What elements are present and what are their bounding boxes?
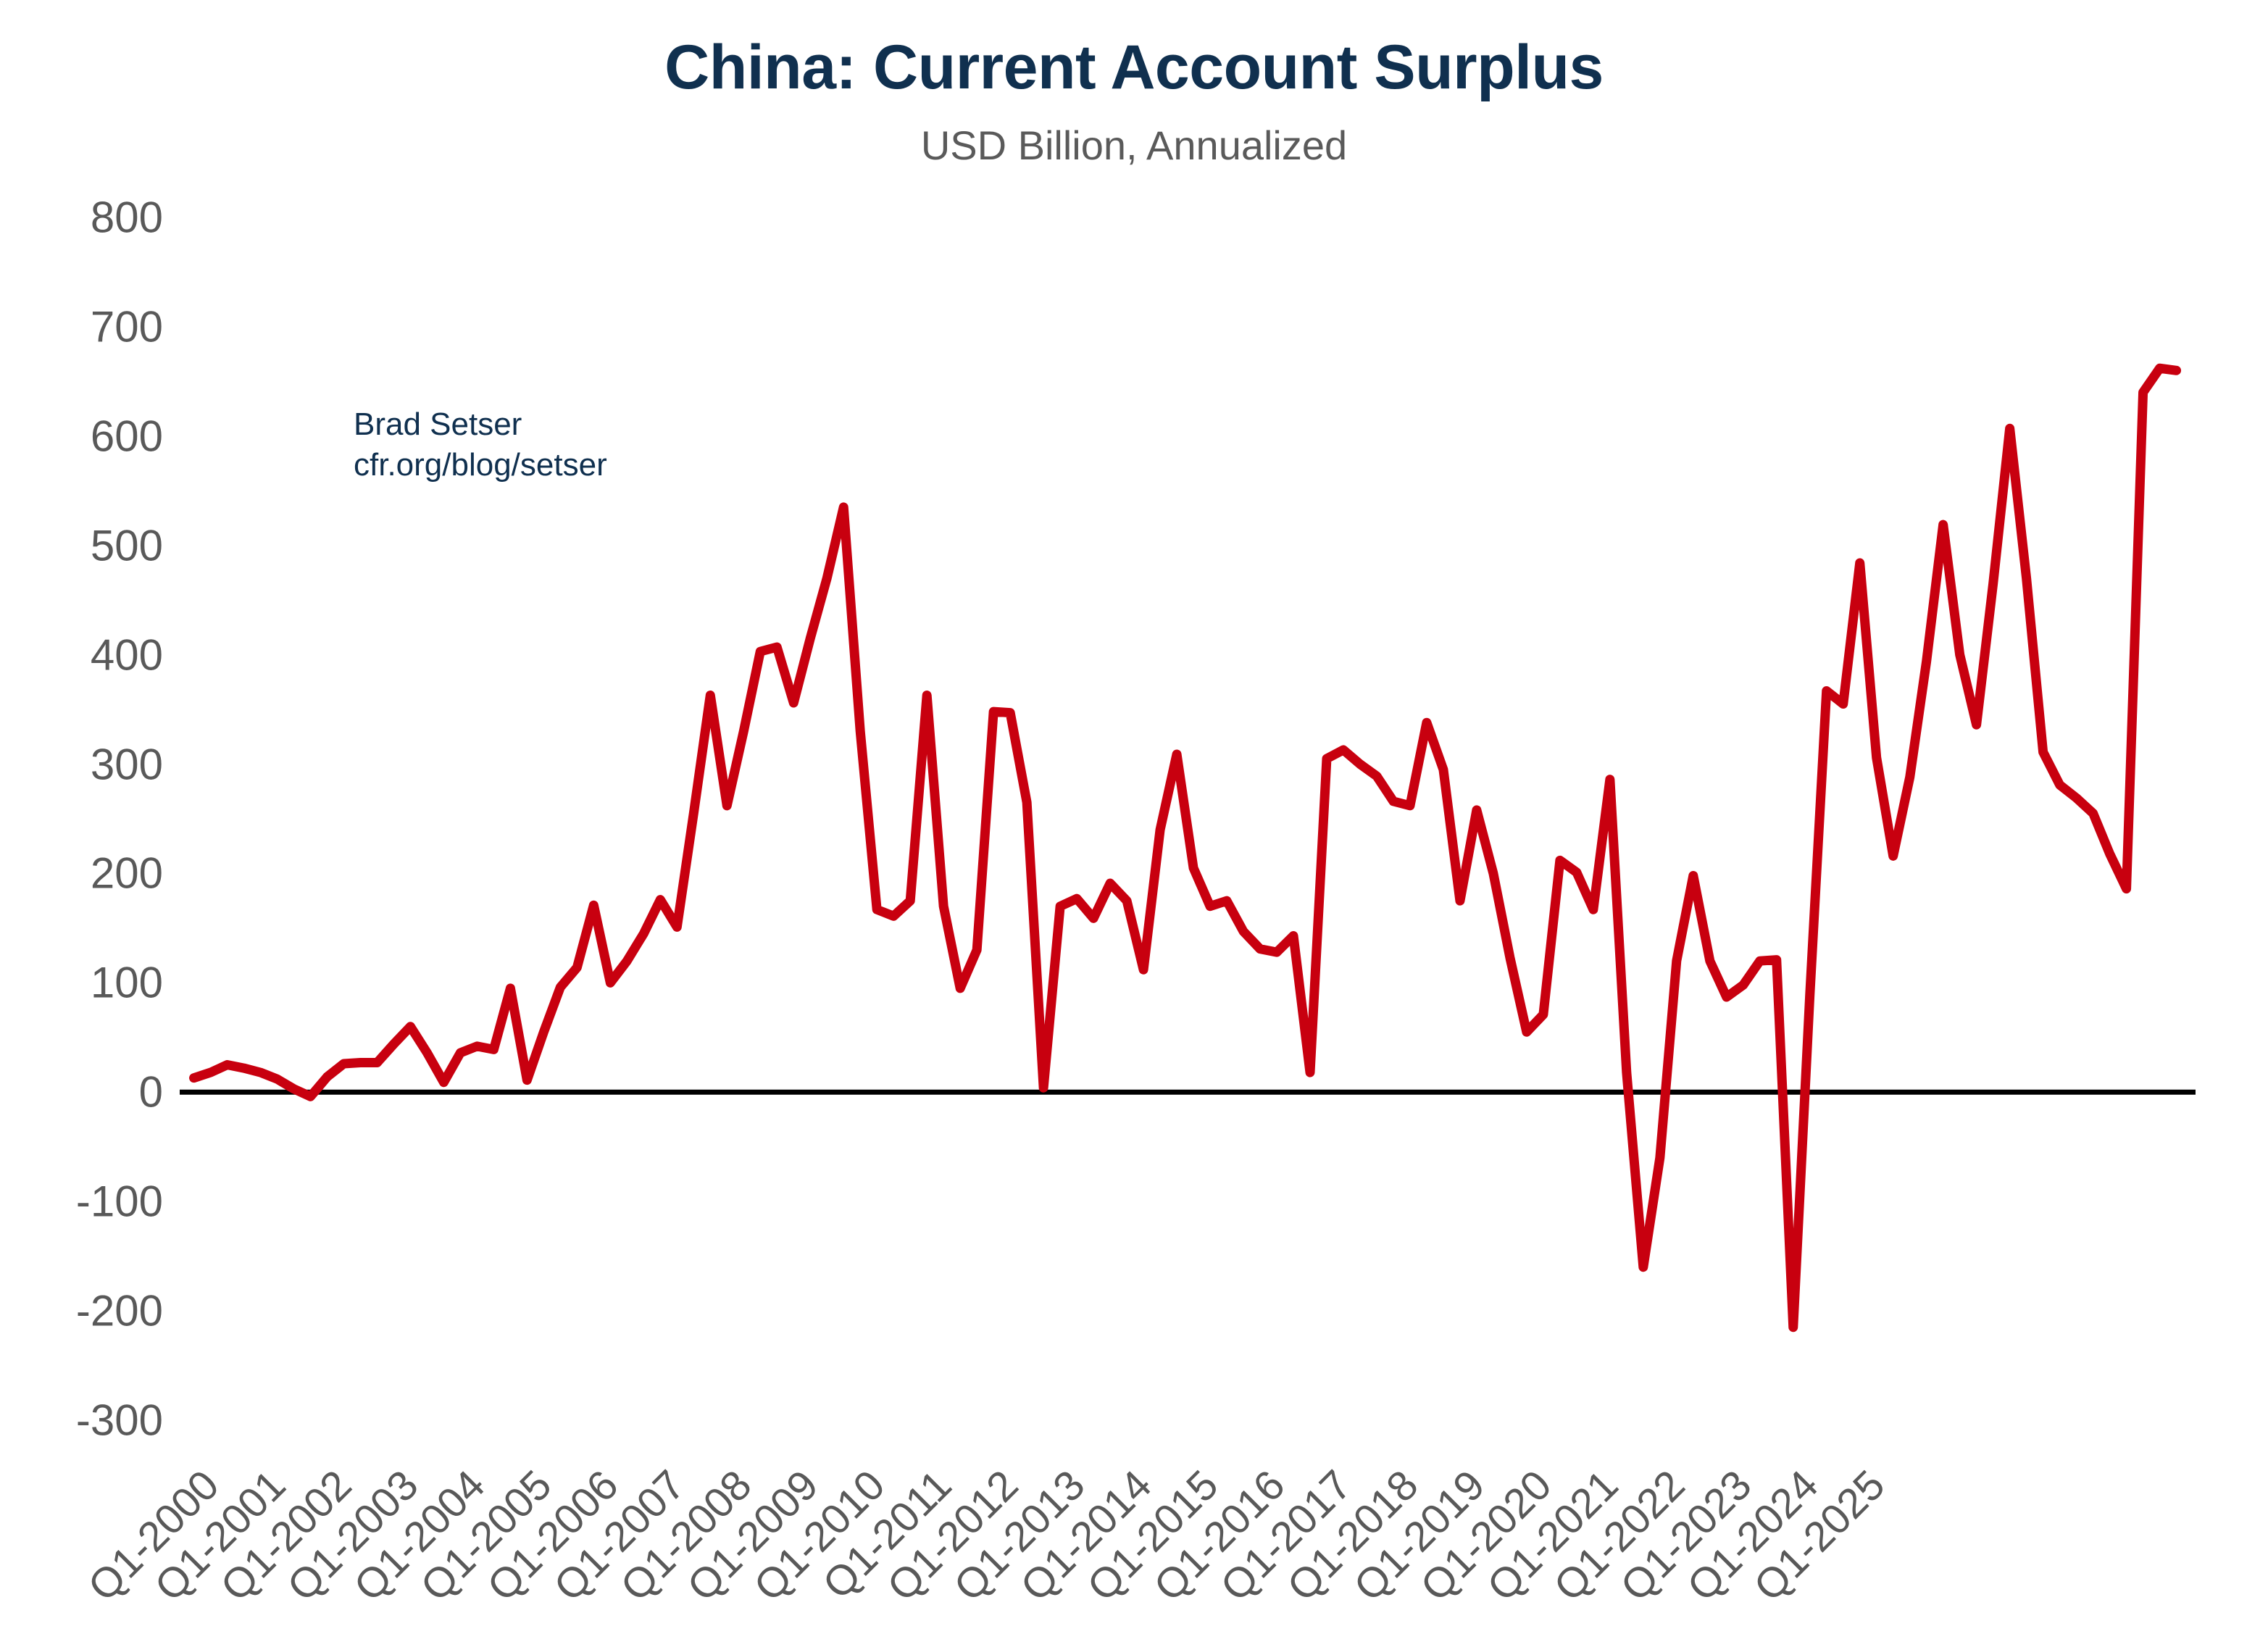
y-axis-tick-label: -200	[75, 1286, 163, 1335]
y-axis-tick-label: 100	[90, 958, 163, 1007]
y-axis-tick-label: 0	[138, 1067, 163, 1117]
y-axis-tick-label: 300	[90, 740, 163, 789]
page-title: China: Current Account Surplus	[664, 33, 1604, 102]
current-account-surplus-line	[189, 363, 2182, 1333]
y-axis-tick-label: 800	[90, 193, 163, 242]
y-axis: 800 700 600 500 400 300 200 100 0 -100 -200 -300	[0, 0, 163, 1647]
annotation-author: Brad Setser	[354, 406, 522, 442]
y-axis-tick-label: -300	[75, 1396, 163, 1445]
y-axis-tick-label: -100	[75, 1177, 163, 1226]
plot-area	[180, 217, 2196, 1420]
y-axis-tick-label: 700	[90, 302, 163, 351]
chart-subtitle: USD Billion, Annualized	[920, 122, 1348, 168]
line-chart-svg	[180, 363, 2196, 1333]
y-axis-tick-label: 200	[90, 848, 163, 898]
y-axis-tick-label: 600	[90, 412, 163, 461]
y-axis-tick-label: 500	[90, 521, 163, 570]
y-axis-tick-label: 400	[90, 630, 163, 680]
annotation-source-url: cfr.org/blog/setser	[354, 447, 607, 483]
chart-annotation: Brad Setser cfr.org/blog/setser	[354, 404, 607, 486]
